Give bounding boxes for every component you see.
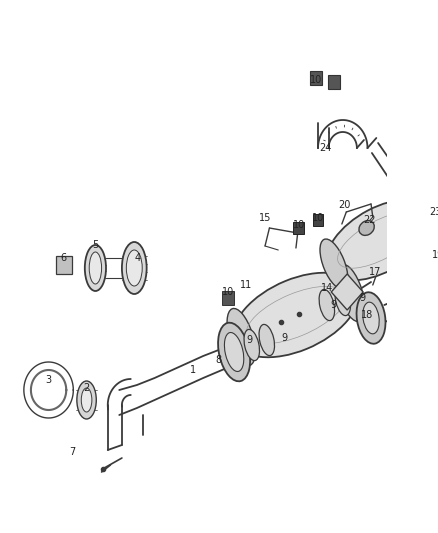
- Ellipse shape: [429, 193, 438, 230]
- Text: 17: 17: [369, 267, 381, 277]
- Text: 10: 10: [293, 220, 305, 230]
- Ellipse shape: [224, 333, 244, 372]
- Polygon shape: [331, 274, 363, 310]
- Ellipse shape: [77, 381, 96, 419]
- Ellipse shape: [244, 329, 259, 361]
- Ellipse shape: [259, 325, 275, 356]
- Text: 5: 5: [92, 240, 99, 250]
- Ellipse shape: [359, 221, 374, 236]
- Text: 6: 6: [60, 253, 67, 263]
- Text: 11: 11: [240, 280, 252, 290]
- Ellipse shape: [412, 191, 438, 241]
- Polygon shape: [310, 71, 322, 85]
- Polygon shape: [423, 238, 438, 278]
- Text: 20: 20: [338, 200, 351, 210]
- Polygon shape: [328, 75, 340, 89]
- Ellipse shape: [320, 239, 348, 289]
- Text: 9: 9: [359, 293, 365, 303]
- Text: 9: 9: [246, 335, 252, 345]
- Ellipse shape: [424, 185, 438, 239]
- Ellipse shape: [227, 309, 255, 366]
- Text: 9: 9: [281, 333, 287, 343]
- Text: 10: 10: [222, 287, 234, 297]
- Ellipse shape: [319, 289, 335, 320]
- Ellipse shape: [85, 245, 106, 291]
- Polygon shape: [222, 291, 234, 305]
- Text: 18: 18: [360, 310, 373, 320]
- Text: 10: 10: [312, 213, 324, 223]
- Text: 14: 14: [321, 283, 333, 293]
- Polygon shape: [56, 256, 71, 274]
- Ellipse shape: [233, 273, 358, 357]
- Text: 23: 23: [429, 207, 438, 217]
- Text: 3: 3: [46, 375, 52, 385]
- Ellipse shape: [81, 388, 92, 412]
- Ellipse shape: [363, 302, 379, 334]
- Text: 1: 1: [190, 365, 196, 375]
- Text: 24: 24: [319, 143, 331, 153]
- Ellipse shape: [126, 250, 142, 286]
- Text: 10: 10: [310, 75, 322, 85]
- Ellipse shape: [218, 322, 250, 381]
- Text: 7: 7: [69, 447, 76, 457]
- Text: 8: 8: [215, 355, 221, 365]
- Ellipse shape: [337, 264, 365, 321]
- Ellipse shape: [89, 252, 102, 284]
- Text: 22: 22: [363, 215, 375, 225]
- Ellipse shape: [357, 292, 385, 344]
- Text: 4: 4: [135, 253, 141, 263]
- Polygon shape: [313, 214, 323, 226]
- Text: 15: 15: [259, 213, 271, 223]
- Text: 2: 2: [84, 383, 90, 393]
- Polygon shape: [293, 222, 304, 234]
- Text: 9: 9: [331, 300, 337, 310]
- Ellipse shape: [326, 200, 433, 280]
- Text: 19: 19: [432, 250, 438, 260]
- Ellipse shape: [122, 242, 147, 294]
- Ellipse shape: [335, 285, 350, 316]
